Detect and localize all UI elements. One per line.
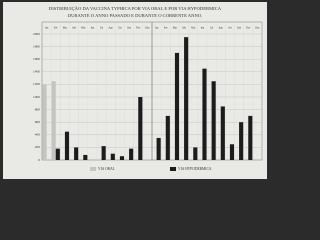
y-tick-label: 200 bbox=[35, 145, 41, 149]
x-tick-label: Jan bbox=[45, 27, 49, 30]
y-tick-label: 400 bbox=[35, 133, 41, 137]
bar bbox=[174, 52, 180, 160]
x-tick-label: Mar bbox=[63, 27, 67, 30]
y-tick-label: 1000 bbox=[33, 95, 40, 99]
chart-title: DISTRIBUIÇÃO DA VACCINA TYPHICA POR VIA … bbox=[49, 6, 222, 11]
bar bbox=[239, 122, 244, 160]
x-tick-label: Jul bbox=[210, 27, 213, 30]
x-tick-label: Abr bbox=[72, 27, 76, 30]
y-tick-label: 600 bbox=[35, 120, 41, 124]
y-tick-label: 1200 bbox=[33, 82, 40, 86]
y-tick-label: 1800 bbox=[33, 44, 40, 48]
legend-swatch bbox=[170, 167, 176, 171]
bar bbox=[129, 148, 134, 160]
x-tick-label: Jun bbox=[201, 27, 205, 30]
x-tick-label: Jul bbox=[100, 27, 103, 30]
bar bbox=[220, 106, 225, 160]
x-tick-label: Set bbox=[228, 27, 232, 30]
x-tick-label: Set bbox=[118, 27, 122, 30]
x-tick-label: Dez bbox=[255, 27, 260, 30]
bar bbox=[64, 131, 70, 160]
legend-swatch bbox=[90, 167, 96, 171]
bar bbox=[165, 115, 170, 160]
bar bbox=[101, 146, 106, 160]
x-tick-label: Jan bbox=[155, 27, 159, 30]
x-tick-label: Fev bbox=[54, 27, 59, 30]
x-tick-label: Abr bbox=[182, 27, 186, 30]
x-tick-label: Ago bbox=[109, 27, 114, 30]
legend-label: VIA HYPODERMICA bbox=[178, 167, 212, 171]
x-tick-label: Nov bbox=[246, 27, 251, 30]
bar bbox=[110, 153, 115, 160]
bar bbox=[138, 97, 143, 160]
x-tick-label: Jun bbox=[91, 27, 95, 30]
bar bbox=[193, 147, 198, 160]
chart-subtitle: DURANTE O ANNO PASSADO E DURANTE O CORRE… bbox=[68, 13, 202, 18]
x-tick-label: Mai bbox=[81, 27, 85, 30]
y-tick-label: 0 bbox=[38, 158, 40, 162]
bar bbox=[211, 81, 216, 160]
y-tick-label: 1600 bbox=[33, 57, 40, 61]
bar bbox=[184, 37, 189, 160]
x-tick-label: Mai bbox=[191, 27, 195, 30]
bar bbox=[229, 144, 235, 160]
y-tick-label: 800 bbox=[35, 107, 41, 111]
x-tick-label: Dez bbox=[145, 27, 150, 30]
legend-label: VIA ORAL bbox=[98, 167, 115, 171]
bar bbox=[156, 137, 161, 160]
x-tick-label: Ago bbox=[219, 27, 224, 30]
x-tick-label: Fev bbox=[164, 27, 169, 30]
bar bbox=[202, 68, 207, 160]
bar bbox=[74, 147, 79, 160]
chart: DISTRIBUIÇÃO DA VACCINA TYPHICA POR VIA … bbox=[3, 2, 267, 179]
bar bbox=[42, 84, 47, 160]
x-tick-label: Mar bbox=[173, 27, 177, 30]
bar bbox=[119, 156, 125, 160]
x-tick-label: Nov bbox=[136, 27, 141, 30]
bar bbox=[83, 154, 88, 160]
bar bbox=[248, 115, 253, 160]
y-tick-label: 2000 bbox=[33, 32, 40, 36]
bar bbox=[55, 148, 60, 160]
y-tick-label: 1400 bbox=[33, 70, 40, 74]
bar bbox=[51, 81, 56, 160]
x-tick-label: Out bbox=[127, 27, 131, 30]
x-tick-label: Out bbox=[237, 27, 241, 30]
